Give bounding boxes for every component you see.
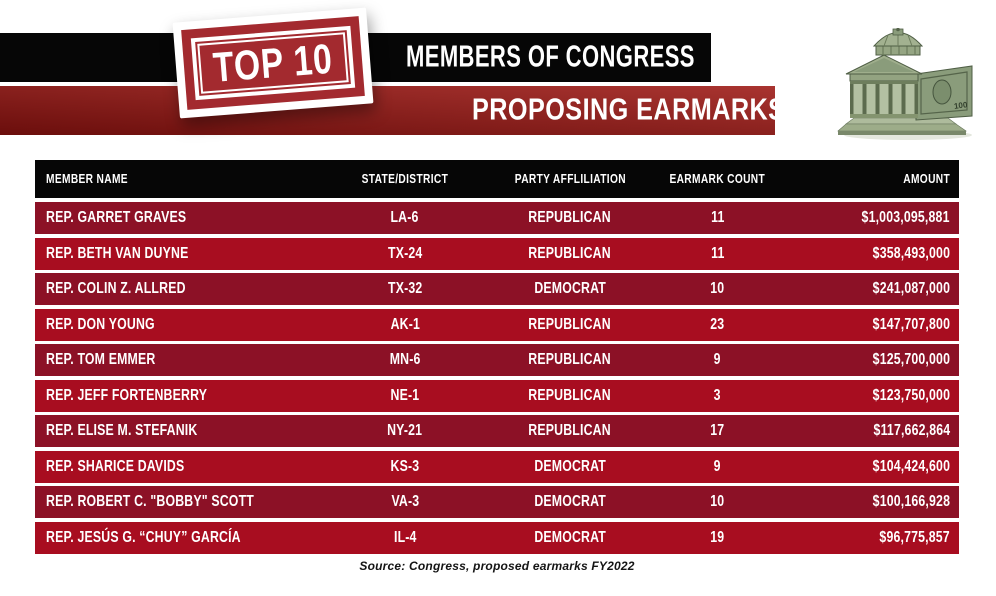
member-name-cell: REP. BETH VAN DUYNE <box>46 245 189 262</box>
party-cell: REPUBLICAN <box>528 209 612 227</box>
source-note: Source: Congress, proposed earmarks FY20… <box>359 559 635 573</box>
member-name-cell: REP. ROBERT C. "BOBBY" SCOTT <box>46 493 254 511</box>
table-row: REP. GARRET GRAVES LA-6 REPUBLICAN 11 $1… <box>35 202 959 234</box>
column-header-earmark-count: EARMARK COUNT <box>669 171 766 187</box>
column-header-member-name: MEMBER NAME <box>46 171 128 187</box>
table-row: REP. DON YOUNG AK-1 REPUBLICAN 23 $147,7… <box>35 308 959 341</box>
member-name-cell: REP. SHARICE DAVIDS <box>46 458 185 475</box>
amount-cell: $96,775,857 <box>879 529 950 546</box>
amount-cell: $125,700,000 <box>872 351 950 369</box>
amount-cell: $358,493,000 <box>872 245 950 262</box>
earmark-count-cell: 19 <box>710 529 725 546</box>
member-name-cell: REP. JEFF FORTENBERRY <box>46 387 208 404</box>
earmark-count-cell: 9 <box>713 351 722 369</box>
amount-cell: $1,003,095,881 <box>861 209 950 227</box>
amount-cell: $100,166,928 <box>872 493 950 511</box>
amount-cell: $123,750,000 <box>872 387 950 404</box>
state-district-cell: LA-6 <box>390 209 420 227</box>
earmark-count-cell: 11 <box>710 245 725 262</box>
title-line-1: MEMBERS OF CONGRESS <box>406 40 695 74</box>
top10-stamp: TOP 10 <box>172 7 374 119</box>
title-line-2: PROPOSING EARMARKS <box>472 93 786 127</box>
table-row: REP. ELISE M. STEFANIK NY-21 REPUBLICAN … <box>35 415 959 447</box>
table-row: REP. JEFF FORTENBERRY NE-1 REPUBLICAN 3 … <box>35 379 959 412</box>
capitol-bill-denomination-label: 100 <box>954 100 969 111</box>
column-header-amount: AMOUNT <box>903 171 950 187</box>
party-cell: REPUBLICAN <box>528 387 612 404</box>
party-cell: REPUBLICAN <box>528 316 612 333</box>
table-body: REP. GARRET GRAVES LA-6 REPUBLICAN 11 $1… <box>35 202 959 554</box>
earmarks-table: MEMBER NAME STATE/DISTRICT PARTY AFFLILI… <box>35 160 959 554</box>
state-district-cell: IL-4 <box>393 529 417 546</box>
table-header-row: MEMBER NAME STATE/DISTRICT PARTY AFFLILI… <box>35 160 959 198</box>
earmark-count-cell: 17 <box>710 422 725 440</box>
party-cell: REPUBLICAN <box>528 422 612 440</box>
amount-cell: $147,707,800 <box>872 316 950 333</box>
member-name-cell: REP. DON YOUNG <box>46 316 155 333</box>
table-row: REP. ROBERT C. "BOBBY" SCOTT VA-3 DEMOCR… <box>35 486 959 518</box>
column-header-party: PARTY AFFLILIATION <box>514 171 626 187</box>
top10-stamp-frame: TOP 10 <box>190 25 356 101</box>
party-cell: REPUBLICAN <box>528 245 612 262</box>
state-district-cell: TX-24 <box>387 245 423 262</box>
state-district-cell: NE-1 <box>390 387 420 404</box>
party-cell: REPUBLICAN <box>528 351 612 369</box>
party-cell: DEMOCRAT <box>534 458 606 475</box>
state-district-cell: VA-3 <box>391 493 419 511</box>
table-row: REP. BETH VAN DUYNE TX-24 REPUBLICAN 11 … <box>35 237 959 270</box>
column-header-state-district: STATE/DISTRICT <box>361 171 449 187</box>
member-name-cell: REP. TOM EMMER <box>46 351 156 369</box>
title-bar-red: PROPOSING EARMARKS <box>0 86 785 135</box>
capitol-money-icon: 100 <box>820 27 992 142</box>
party-cell: DEMOCRAT <box>534 280 606 298</box>
state-district-cell: MN-6 <box>389 351 421 369</box>
member-name-cell: REP. ELISE M. STEFANIK <box>46 422 198 440</box>
party-cell: DEMOCRAT <box>534 529 606 546</box>
table-row: REP. SHARICE DAVIDS KS-3 DEMOCRAT 9 $104… <box>35 450 959 483</box>
earmark-count-cell: 3 <box>713 387 722 404</box>
earmark-count-cell: 10 <box>710 493 725 511</box>
top10-stamp-label: TOP 10 <box>211 34 335 91</box>
table-row: REP. COLIN Z. ALLRED TX-32 DEMOCRAT 10 $… <box>35 273 959 305</box>
member-name-cell: REP. GARRET GRAVES <box>46 209 187 227</box>
earmark-count-cell: 9 <box>713 458 722 475</box>
top10-stamp-red-field: TOP 10 <box>181 16 365 110</box>
party-cell: DEMOCRAT <box>534 493 606 511</box>
state-district-cell: NY-21 <box>387 422 423 440</box>
amount-cell: $104,424,600 <box>872 458 950 475</box>
earmark-count-cell: 10 <box>710 280 725 298</box>
state-district-cell: KS-3 <box>390 458 420 475</box>
earmark-count-cell: 23 <box>710 316 725 333</box>
amount-cell: $117,662,864 <box>873 422 950 440</box>
table-row: REP. TOM EMMER MN-6 REPUBLICAN 9 $125,70… <box>35 344 959 376</box>
state-district-cell: AK-1 <box>390 316 420 333</box>
member-name-cell: REP. JESÚS G. “CHUY” GARCÍA <box>46 529 241 546</box>
member-name-cell: REP. COLIN Z. ALLRED <box>46 280 186 298</box>
earmark-count-cell: 11 <box>710 209 725 227</box>
state-district-cell: TX-32 <box>387 280 423 298</box>
amount-cell: $241,087,000 <box>872 280 950 298</box>
table-row: REP. JESÚS G. “CHUY” GARCÍA IL-4 DEMOCRA… <box>35 521 959 554</box>
